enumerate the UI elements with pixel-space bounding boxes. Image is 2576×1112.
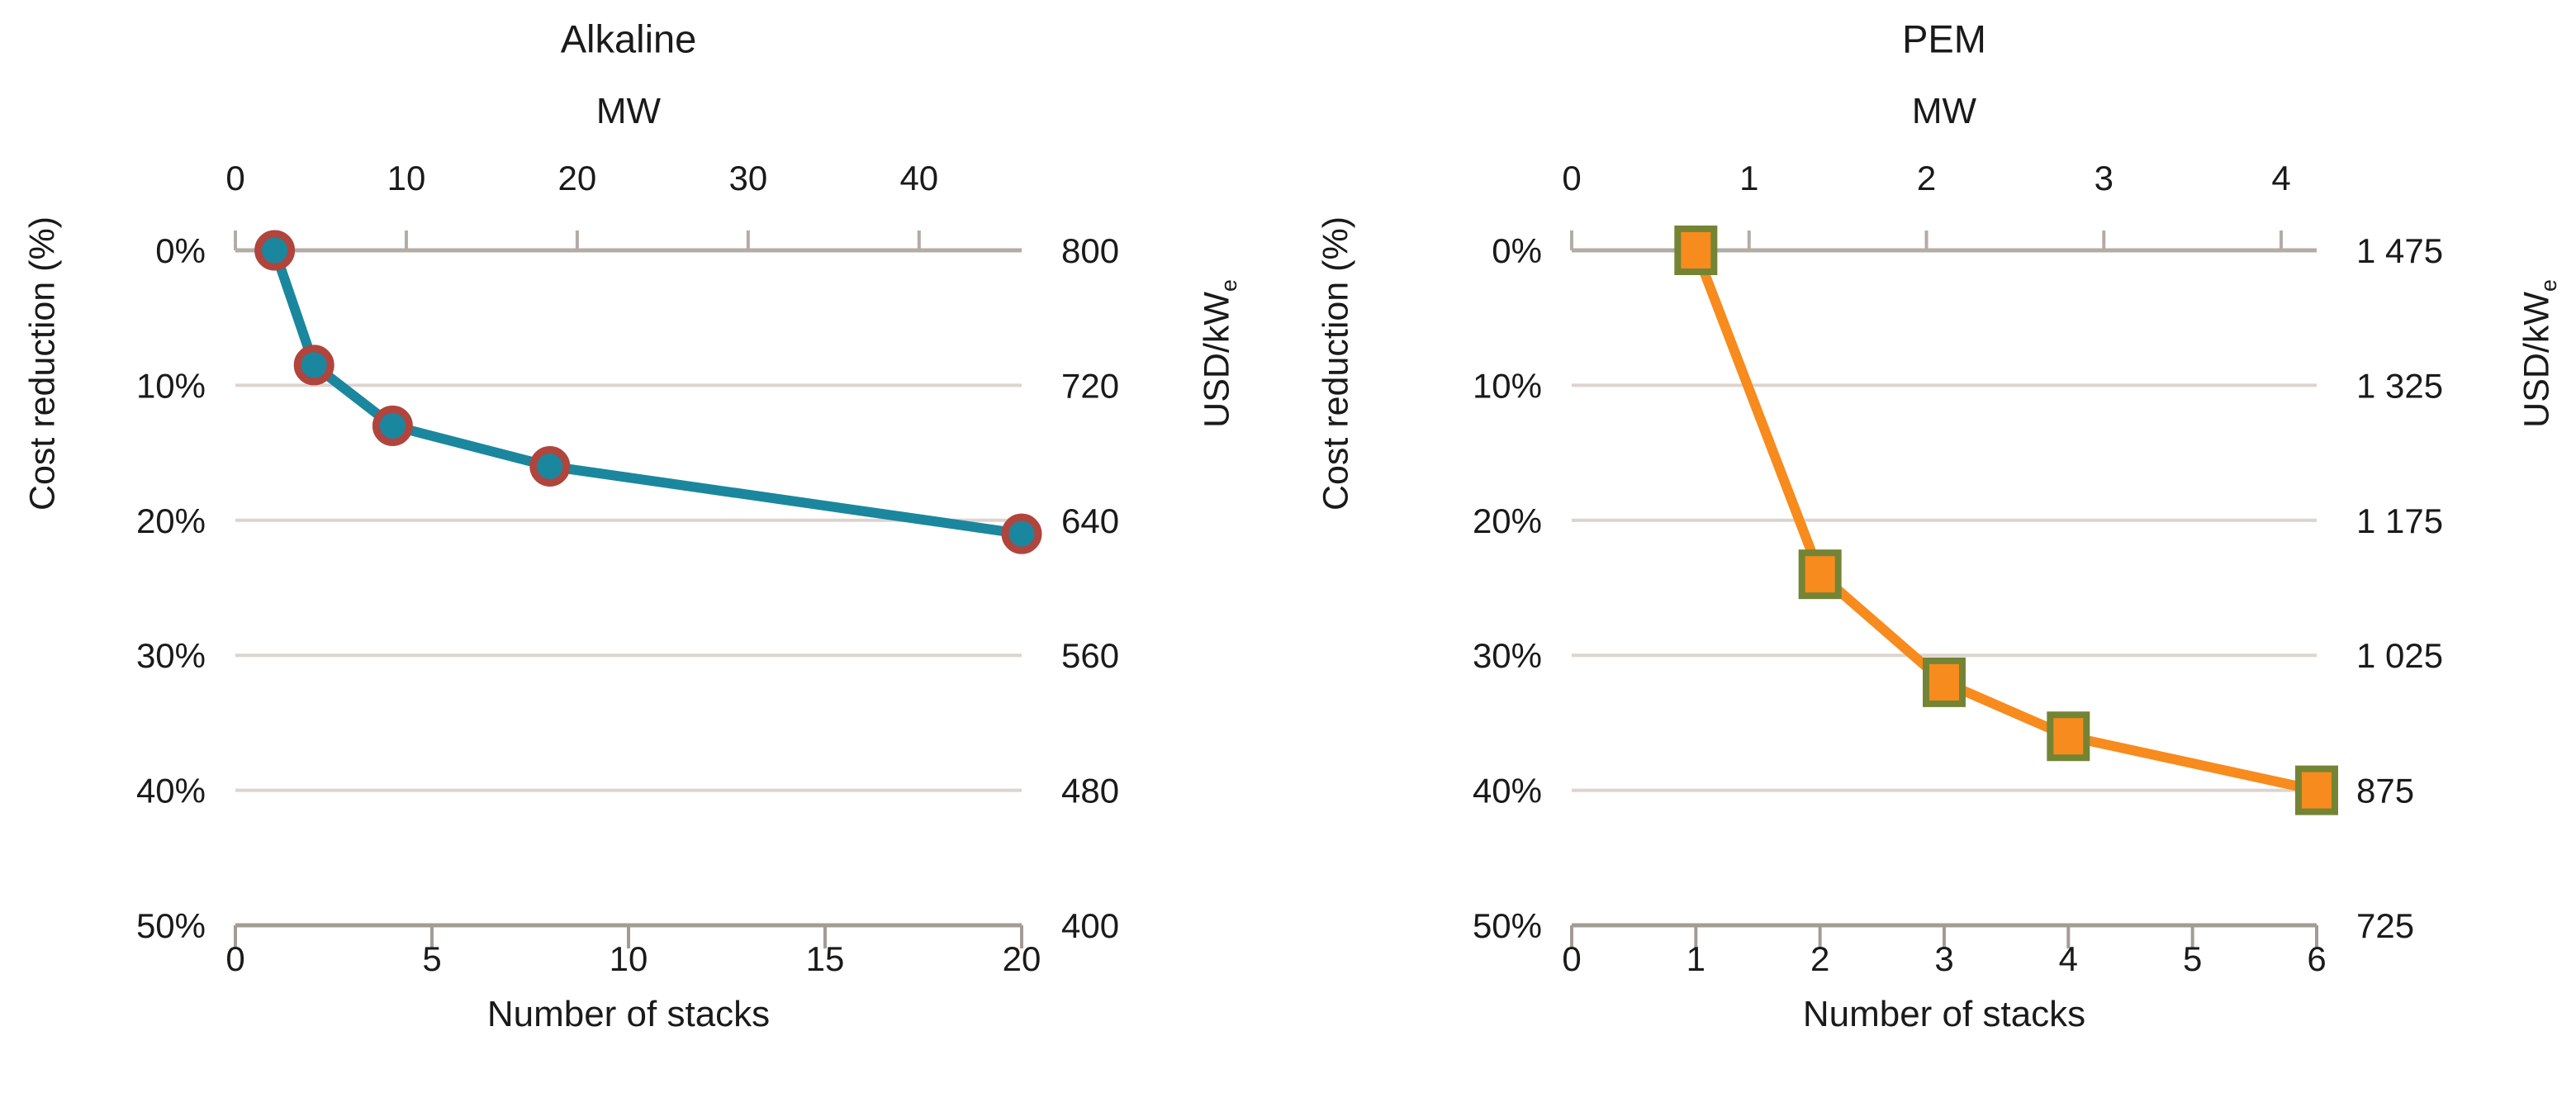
bottom-axis-tick-label: 2	[1810, 939, 1829, 978]
right-axis-tick-label: 875	[2356, 772, 2414, 810]
left-axis-tick-label: 0%	[1492, 231, 1542, 270]
left-axis-tick-label: 10%	[136, 366, 206, 405]
pem-right-axis-title-text: USD/kW	[2517, 292, 2557, 428]
left-axis-tick-label: 30%	[136, 636, 206, 675]
right-axis-tick-label: 1 475	[2356, 231, 2443, 270]
right-axis-tick-label: 720	[1061, 366, 1119, 405]
data-point-marker	[254, 230, 296, 271]
right-axis-tick-label: 400	[1061, 906, 1119, 945]
pem-right-axis-title-subscript: e	[2536, 279, 2562, 292]
left-axis-tick-label: 40%	[1473, 772, 1542, 810]
bottom-axis-tick-label: 15	[806, 939, 845, 978]
bottom-axis-tick-label: 1	[1686, 939, 1705, 978]
bottom-axis-tick-label: 6	[2307, 939, 2326, 978]
pem-right-axis-title: USD/kWe	[2517, 279, 2562, 428]
data-point-marker	[293, 345, 334, 386]
top-axis-tick-label: 10	[387, 159, 426, 197]
left-axis-tick-label: 20%	[136, 501, 206, 540]
data-point-marker	[372, 405, 413, 446]
top-axis-tick-label: 3	[2094, 159, 2113, 197]
bottom-axis-tick-label: 0	[225, 939, 244, 978]
alkaline-bottom-axis-title: Number of stacks	[486, 994, 771, 1034]
top-axis-tick-label: 2	[1917, 159, 1936, 197]
top-axis-tick-label: 40	[899, 159, 938, 197]
top-axis-tick-label: 0	[225, 159, 244, 197]
data-point-marker	[1798, 549, 1842, 600]
alkaline-chart-title: Alkaline	[560, 17, 697, 61]
left-axis-tick-label: 40%	[136, 772, 206, 810]
data-point-marker	[1923, 657, 1966, 707]
bottom-axis-tick-label: 4	[2059, 939, 2078, 978]
right-axis-tick-label: 1 025	[2356, 636, 2443, 675]
data-point-marker	[529, 445, 571, 487]
pem-top-axis-title: MW	[1911, 91, 1977, 131]
pem-bottom-axis-title: Number of stacks	[1802, 994, 2086, 1034]
top-axis-tick-label: 1	[1739, 159, 1758, 197]
data-point-marker	[2295, 765, 2338, 815]
left-axis-tick-label: 30%	[1473, 636, 1542, 675]
pem-left-axis-title: Cost reduction (%)	[1316, 216, 1356, 511]
data-point-marker	[1001, 513, 1042, 554]
left-axis-tick-label: 0%	[155, 231, 206, 270]
bottom-axis-tick-label: 5	[422, 939, 441, 978]
right-axis-tick-label: 1 175	[2356, 501, 2443, 540]
data-point-marker	[2047, 711, 2090, 762]
top-axis-tick-label: 20	[558, 159, 597, 197]
left-axis-tick-label: 50%	[1473, 906, 1542, 945]
right-axis-tick-label: 640	[1061, 501, 1119, 540]
left-axis-tick-label: 20%	[1473, 501, 1542, 540]
bottom-axis-tick-label: 0	[1562, 939, 1581, 978]
right-axis-tick-label: 480	[1061, 772, 1119, 810]
top-axis-tick-label: 4	[2271, 159, 2290, 197]
right-axis-tick-label: 560	[1061, 636, 1119, 675]
top-axis-tick-label: 30	[729, 159, 768, 197]
bottom-axis-tick-label: 20	[1003, 939, 1041, 978]
right-axis-tick-label: 1 325	[2356, 366, 2443, 405]
right-axis-tick-label: 800	[1061, 231, 1119, 270]
bottom-axis-tick-label: 5	[2183, 939, 2202, 978]
alkaline-top-axis-title: MW	[595, 91, 662, 131]
top-axis-tick-label: 0	[1562, 159, 1581, 197]
bottom-axis-tick-label: 10	[610, 939, 648, 978]
left-axis-tick-label: 10%	[1473, 366, 1542, 405]
bottom-axis-tick-label: 3	[1934, 939, 1953, 978]
left-axis-tick-label: 50%	[136, 906, 206, 945]
right-axis-tick-label: 725	[2356, 906, 2414, 945]
pem-chart-title: PEM	[1902, 17, 1986, 61]
data-point-marker	[1674, 226, 1718, 275]
